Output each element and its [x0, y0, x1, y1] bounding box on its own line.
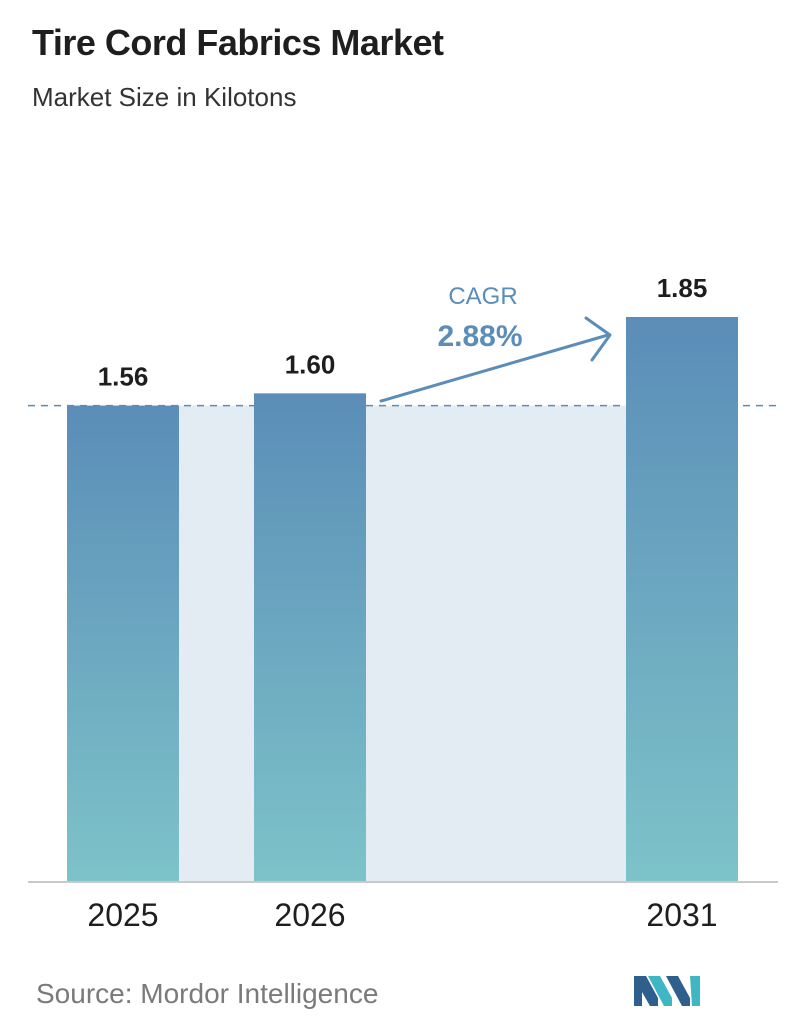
chart-title: Tire Cord Fabrics Market [32, 22, 444, 63]
cagr-arrowhead-icon [584, 316, 612, 362]
value-label-2031: 1.85 [657, 273, 708, 303]
bar-2026 [254, 393, 366, 882]
cagr-value: 2.88% [437, 320, 522, 353]
background-band [179, 405, 626, 882]
chart-subtitle: Market Size in Kilotons [32, 82, 297, 112]
x-tick-label-2026: 2026 [274, 897, 345, 933]
cagr-annotation: CAGR 2.88% [379, 283, 612, 403]
value-label-2026: 1.60 [285, 349, 336, 379]
mordor-intelligence-logo-icon [634, 976, 700, 1006]
bar-2025 [67, 405, 179, 882]
x-tick-label-2031: 2031 [646, 897, 717, 933]
source-text: Source: Mordor Intelligence [36, 978, 379, 1009]
cagr-arrow-icon [379, 333, 610, 403]
x-tick-label-2025: 2025 [87, 897, 158, 933]
cagr-label: CAGR [448, 283, 517, 310]
bar-2031 [626, 317, 738, 882]
value-label-2025: 1.56 [98, 362, 149, 392]
